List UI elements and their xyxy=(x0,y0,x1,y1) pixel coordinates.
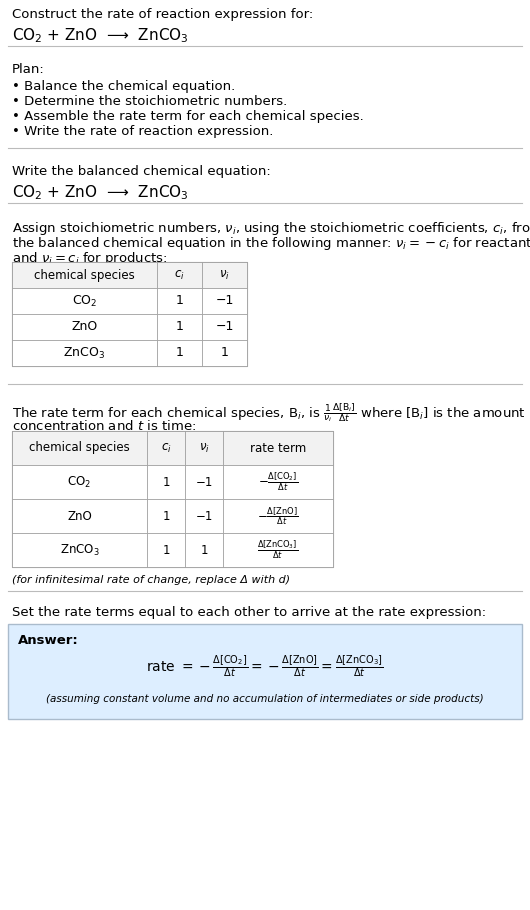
Text: 1: 1 xyxy=(200,543,208,557)
Bar xyxy=(223,499,333,533)
Text: (for infinitesimal rate of change, replace Δ with d): (for infinitesimal rate of change, repla… xyxy=(12,575,290,585)
Text: CO$_2$ + ZnO  ⟶  ZnCO$_3$: CO$_2$ + ZnO ⟶ ZnCO$_3$ xyxy=(12,183,189,202)
Bar xyxy=(157,288,202,314)
Bar xyxy=(147,465,185,499)
Text: CO$_2$ + ZnO  ⟶  ZnCO$_3$: CO$_2$ + ZnO ⟶ ZnCO$_3$ xyxy=(12,26,189,45)
Text: $\nu_i$: $\nu_i$ xyxy=(219,268,230,281)
Text: • Assemble the rate term for each chemical species.: • Assemble the rate term for each chemic… xyxy=(12,110,364,123)
Text: −1: −1 xyxy=(215,320,234,333)
Text: Assign stoichiometric numbers, $\nu_i$, using the stoichiometric coefficients, $: Assign stoichiometric numbers, $\nu_i$, … xyxy=(12,220,530,237)
Bar xyxy=(147,431,185,465)
Text: 1: 1 xyxy=(162,476,170,489)
Text: 1: 1 xyxy=(175,295,183,308)
Bar xyxy=(202,262,247,288)
Text: ZnO: ZnO xyxy=(72,320,98,333)
Bar xyxy=(12,431,333,567)
Text: 1: 1 xyxy=(162,510,170,522)
Text: chemical species: chemical species xyxy=(34,268,135,281)
Bar xyxy=(223,465,333,499)
Text: $-\frac{\Delta[\mathrm{ZnO}]}{\Delta t}$: $-\frac{\Delta[\mathrm{ZnO}]}{\Delta t}$ xyxy=(258,505,298,527)
Text: ZnCO$_3$: ZnCO$_3$ xyxy=(60,542,99,558)
Text: 1: 1 xyxy=(162,543,170,557)
Bar xyxy=(202,288,247,314)
Bar xyxy=(12,262,247,366)
Bar xyxy=(157,314,202,340)
Text: $c_i$: $c_i$ xyxy=(161,441,171,455)
Text: • Balance the chemical equation.: • Balance the chemical equation. xyxy=(12,80,235,93)
Text: Answer:: Answer: xyxy=(18,634,79,647)
Text: concentration and $t$ is time:: concentration and $t$ is time: xyxy=(12,419,196,433)
Bar xyxy=(147,533,185,567)
Text: 1: 1 xyxy=(175,347,183,359)
Text: • Write the rate of reaction expression.: • Write the rate of reaction expression. xyxy=(12,125,273,138)
Text: −1: −1 xyxy=(196,510,213,522)
Bar xyxy=(12,431,147,465)
Text: the balanced chemical equation in the following manner: $\nu_i = -c_i$ for react: the balanced chemical equation in the fo… xyxy=(12,235,530,252)
Text: −1: −1 xyxy=(215,295,234,308)
Text: chemical species: chemical species xyxy=(29,441,130,454)
Text: Construct the rate of reaction expression for:: Construct the rate of reaction expressio… xyxy=(12,8,313,21)
Text: Set the rate terms equal to each other to arrive at the rate expression:: Set the rate terms equal to each other t… xyxy=(12,606,486,619)
Bar xyxy=(157,340,202,366)
Bar xyxy=(12,465,147,499)
Text: 1: 1 xyxy=(175,320,183,333)
Text: Write the balanced chemical equation:: Write the balanced chemical equation: xyxy=(12,165,271,178)
Bar xyxy=(147,499,185,533)
Text: ZnCO$_3$: ZnCO$_3$ xyxy=(64,346,105,360)
Text: (assuming constant volume and no accumulation of intermediates or side products): (assuming constant volume and no accumul… xyxy=(46,694,484,704)
Text: $-\frac{\Delta[\mathrm{CO_2}]}{\Delta t}$: $-\frac{\Delta[\mathrm{CO_2}]}{\Delta t}… xyxy=(258,470,298,493)
Text: and $\nu_i = c_i$ for products:: and $\nu_i = c_i$ for products: xyxy=(12,250,167,267)
Bar xyxy=(185,533,223,567)
Text: The rate term for each chemical species, B$_i$, is $\frac{1}{\nu_i}\frac{\Delta[: The rate term for each chemical species,… xyxy=(12,401,526,424)
Text: CO$_2$: CO$_2$ xyxy=(72,293,97,308)
Bar xyxy=(185,465,223,499)
Bar xyxy=(12,262,157,288)
Text: rate term: rate term xyxy=(250,441,306,454)
Text: −1: −1 xyxy=(196,476,213,489)
Bar xyxy=(223,533,333,567)
Bar xyxy=(12,499,147,533)
Text: ZnO: ZnO xyxy=(67,510,92,522)
Bar xyxy=(185,431,223,465)
Bar xyxy=(185,499,223,533)
Text: rate $= -\frac{\Delta[\mathrm{CO_2}]}{\Delta t} = -\frac{\Delta[\mathrm{ZnO}]}{\: rate $= -\frac{\Delta[\mathrm{CO_2}]}{\D… xyxy=(146,653,384,679)
Text: Plan:: Plan: xyxy=(12,63,45,76)
Text: • Determine the stoichiometric numbers.: • Determine the stoichiometric numbers. xyxy=(12,95,287,108)
Text: CO$_2$: CO$_2$ xyxy=(67,474,92,490)
FancyBboxPatch shape xyxy=(8,624,522,719)
Text: 1: 1 xyxy=(220,347,228,359)
Text: $\nu_i$: $\nu_i$ xyxy=(199,441,209,455)
Bar xyxy=(12,340,157,366)
Text: $\frac{\Delta[\mathrm{ZnCO_3}]}{\Delta t}$: $\frac{\Delta[\mathrm{ZnCO_3}]}{\Delta t… xyxy=(258,539,298,561)
Bar xyxy=(12,533,147,567)
Text: $c_i$: $c_i$ xyxy=(174,268,185,281)
Bar xyxy=(202,340,247,366)
Bar xyxy=(223,431,333,465)
Bar xyxy=(12,288,157,314)
Bar xyxy=(12,314,157,340)
Bar xyxy=(157,262,202,288)
Bar xyxy=(202,314,247,340)
